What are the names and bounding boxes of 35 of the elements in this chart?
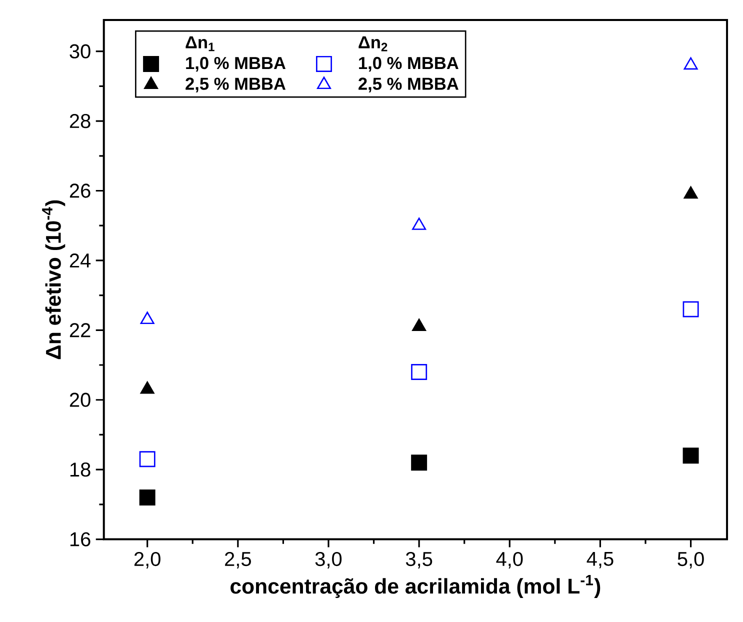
x-tick-label: 5,0 — [678, 552, 704, 569]
x-tick-label: 3,0 — [315, 552, 342, 569]
y-tick-label: 16 — [70, 532, 90, 546]
y-tick-label: 24 — [70, 254, 91, 268]
x-tick-label: 4,0 — [496, 552, 523, 569]
point — [140, 382, 154, 394]
y-tick-label: 30 — [70, 44, 90, 58]
annotation: Δn$_{1}$ — [186, 36, 214, 52]
point — [411, 454, 428, 471]
point — [411, 364, 428, 380]
point — [682, 448, 699, 464]
legend-label: 2,5 % MBBA — [186, 78, 286, 92]
point — [139, 451, 156, 468]
point — [684, 186, 698, 199]
point — [139, 490, 156, 506]
x-tick-label: 2,5 — [225, 552, 251, 569]
point — [412, 218, 426, 230]
x-tick-label: 4,5 — [586, 552, 614, 568]
x-tick-label: 3,5 — [406, 552, 432, 569]
legend-label: 1,0 % MBBA — [186, 56, 286, 72]
legend-label: 2,5 % MBBA — [358, 78, 458, 92]
y-tick-label: 26 — [70, 184, 90, 198]
annotation: Δn$_{2}$ — [358, 36, 388, 52]
y-tick-label: 20 — [70, 392, 90, 408]
legend-label: 1,0 % MBBA — [359, 56, 458, 72]
y-axis-title: Δn efetivo (10$^{-4}$) — [42, 200, 66, 360]
y-tick-label: 28 — [70, 114, 90, 128]
y-tick-label: 22 — [70, 323, 90, 338]
point — [684, 57, 698, 70]
point — [412, 318, 426, 332]
x-axis-title: concentração de acrilamida (mol L$^{-1}$) — [230, 575, 600, 598]
point — [682, 301, 699, 318]
x-tick-label: 2,0 — [134, 552, 160, 569]
point — [140, 312, 154, 324]
y-tick-label: 18 — [70, 462, 90, 477]
